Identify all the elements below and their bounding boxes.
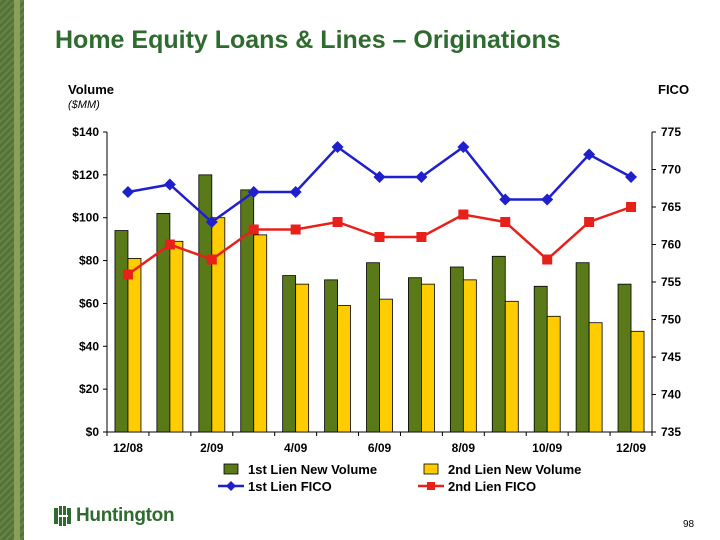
bar-2nd-lien xyxy=(127,258,142,433)
bar-2nd-lien xyxy=(588,322,603,433)
bar-1st-lien xyxy=(114,230,129,433)
point-1st-lien-fico xyxy=(415,171,428,183)
right-tick-label: 750 xyxy=(661,313,681,327)
huntington-logo: Huntington xyxy=(54,504,175,528)
bar-1st-lien xyxy=(366,262,380,433)
point-2nd-lien-fico xyxy=(164,239,175,250)
left-tick-label: $140 xyxy=(72,125,99,139)
legend-label: 2nd Lien FICO xyxy=(448,479,536,494)
left-tick-label: $0 xyxy=(86,425,100,439)
legend-marker xyxy=(226,481,236,491)
left-tick-label: $60 xyxy=(79,296,99,310)
left-tick-label: $40 xyxy=(79,339,99,353)
point-2nd-lien-fico xyxy=(458,209,469,220)
right-tick-label: 760 xyxy=(661,238,681,252)
left-axis-title: Volume xyxy=(68,82,114,97)
x-tick-label: 2/09 xyxy=(200,441,224,455)
right-tick-label: 770 xyxy=(661,163,681,177)
bar-1st-lien xyxy=(491,255,506,433)
point-1st-lien-fico xyxy=(247,186,260,198)
logo-text: Huntington xyxy=(76,505,175,526)
legend-swatch xyxy=(223,463,239,475)
bar-2nd-lien xyxy=(253,234,268,433)
right-tick-label: 735 xyxy=(661,425,681,439)
bar-1st-lien xyxy=(533,285,548,433)
legend-label: 1st Lien FICO xyxy=(248,479,332,494)
bar-1st-lien xyxy=(282,275,297,433)
bar-2nd-lien xyxy=(295,283,310,433)
bar-1st-lien xyxy=(617,283,632,433)
point-2nd-lien-fico xyxy=(332,217,343,227)
point-1st-lien-fico xyxy=(499,193,512,206)
point-2nd-lien-fico xyxy=(500,217,511,227)
point-2nd-lien-fico xyxy=(248,224,259,235)
bar-1st-lien xyxy=(408,277,422,433)
point-2nd-lien-fico xyxy=(542,254,553,265)
point-1st-lien-fico xyxy=(457,141,470,153)
legend-label: 1st Lien New Volume xyxy=(248,462,377,477)
bar-1st-lien xyxy=(449,266,464,433)
right-tick-label: 765 xyxy=(661,200,681,214)
point-1st-lien-fico xyxy=(541,193,554,206)
point-1st-lien-fico xyxy=(373,171,386,183)
right-tick-label: 755 xyxy=(661,275,681,289)
right-tick-label: 740 xyxy=(661,388,681,402)
left-tick-label: $120 xyxy=(72,168,99,182)
x-tick-label: 10/09 xyxy=(532,441,562,455)
point-2nd-lien-fico xyxy=(416,232,427,242)
side-bar-stripe xyxy=(14,0,20,540)
point-2nd-lien-fico xyxy=(584,217,595,227)
bar-2nd-lien xyxy=(546,315,561,433)
bar-2nd-lien xyxy=(337,305,351,433)
legend-marker xyxy=(427,482,435,490)
bar-2nd-lien xyxy=(211,217,226,433)
point-1st-lien-fico xyxy=(583,148,596,161)
left-tick-label: $80 xyxy=(79,254,99,268)
x-tick-label: 12/08 xyxy=(113,441,143,455)
point-1st-lien-fico xyxy=(289,186,302,198)
bar-2nd-lien xyxy=(379,298,393,433)
point-1st-lien-fico xyxy=(121,186,134,198)
right-tick-label: 775 xyxy=(661,125,681,139)
point-1st-lien-fico xyxy=(205,216,218,228)
point-2nd-lien-fico xyxy=(626,202,637,212)
bar-2nd-lien xyxy=(421,283,435,433)
point-1st-lien-fico xyxy=(163,178,176,191)
right-axis-title: FICO xyxy=(658,82,690,97)
point-1st-lien-fico xyxy=(331,141,344,153)
left-axis-unit: ($MM) xyxy=(68,99,100,111)
left-tick-label: $100 xyxy=(72,211,99,225)
x-tick-label: 8/09 xyxy=(452,441,476,455)
bar-1st-lien xyxy=(575,262,590,433)
bar-2nd-lien xyxy=(630,330,645,433)
legend-label: 2nd Lien New Volume xyxy=(448,462,581,477)
bar-2nd-lien xyxy=(169,240,184,433)
point-2nd-lien-fico xyxy=(290,224,301,235)
huntington-logo-icon xyxy=(54,506,71,526)
legend-swatch xyxy=(423,463,439,475)
x-tick-label: 12/09 xyxy=(616,441,646,455)
page-title: Home Equity Loans & Lines – Originations xyxy=(55,26,561,54)
point-2nd-lien-fico xyxy=(206,254,217,265)
left-tick-label: $20 xyxy=(79,382,99,396)
bar-2nd-lien xyxy=(504,300,519,433)
page-number: 98 xyxy=(683,519,695,530)
x-tick-label: 4/09 xyxy=(284,441,308,455)
bar-2nd-lien xyxy=(462,279,477,433)
x-tick-label: 6/09 xyxy=(368,441,392,455)
point-2nd-lien-fico xyxy=(374,232,385,242)
bar-1st-lien xyxy=(324,279,338,433)
point-1st-lien-fico xyxy=(625,171,638,183)
point-2nd-lien-fico xyxy=(122,269,133,280)
right-tick-label: 745 xyxy=(661,350,681,364)
decorative-side-bar xyxy=(0,0,24,540)
